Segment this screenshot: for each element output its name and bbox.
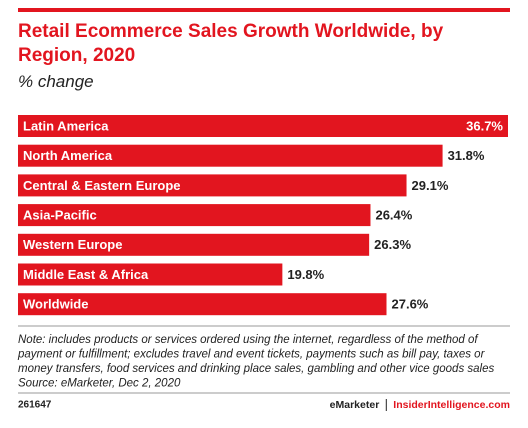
brand: eMarketer — [330, 399, 380, 411]
value-label: 31.8% — [448, 148, 485, 163]
bar — [18, 144, 443, 167]
note: payment or fulfillment; excludes travel … — [17, 349, 486, 361]
value-label: 27.6% — [392, 297, 429, 312]
value-label: 26.3% — [374, 237, 411, 252]
value-label: 36.7% — [466, 118, 503, 133]
note: Note: includes products or services orde… — [18, 334, 479, 346]
category-label: Latin America — [23, 118, 109, 133]
chart-subtitle: % change — [18, 72, 94, 91]
category-label: Worldwide — [23, 297, 88, 312]
bar — [18, 204, 371, 227]
bar — [18, 263, 283, 286]
note: money transfers, food services and drink… — [18, 363, 494, 375]
site: InsiderIntelligence.com — [393, 399, 510, 411]
bar — [18, 174, 407, 197]
category-label: Western Europe — [23, 237, 122, 252]
top-rule — [18, 8, 510, 12]
value-label: 26.4% — [375, 208, 412, 223]
chart-title: Retail Ecommerce Sales Growth Worldwide,… — [18, 21, 444, 66]
bar — [18, 233, 370, 256]
note: Source: eMarketer, Dec 2, 2020 — [18, 378, 181, 390]
chart-id: 261647 — [18, 400, 52, 411]
category-label: North America — [23, 148, 113, 163]
bar — [18, 115, 508, 137]
value-label: 29.1% — [412, 178, 449, 193]
value-label: 19.8% — [287, 267, 324, 282]
category-label: Central & Eastern Europe — [23, 178, 181, 193]
bar — [18, 293, 387, 316]
category-label: Middle East & Africa — [23, 267, 149, 282]
category-label: Asia-Pacific — [23, 208, 97, 223]
